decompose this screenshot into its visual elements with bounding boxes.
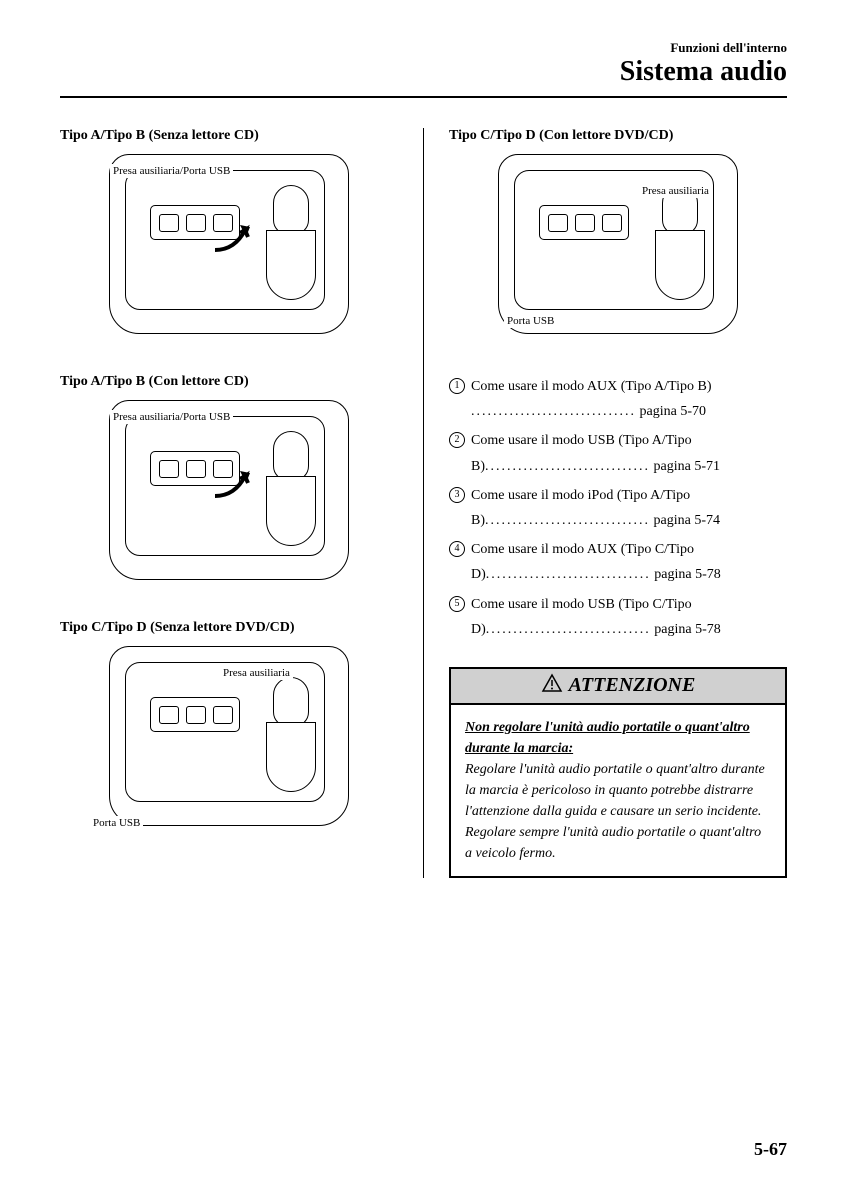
port-panel	[150, 697, 240, 732]
arrow-icon	[210, 215, 260, 255]
usb-port	[159, 706, 179, 724]
console-diagram	[109, 400, 349, 580]
warning-title: ATTENZIONE	[569, 674, 696, 697]
gear-shift	[662, 185, 702, 305]
content-columns: Tipo A/Tipo B (Senza lettore CD) Presa a…	[60, 128, 787, 878]
aux-port	[186, 214, 206, 232]
warning-lead: Non regolare l'unità audio portatile o q…	[465, 720, 750, 756]
reference-item: 4 Come usare il modo AUX (Tipo C/Tipo D)…	[449, 537, 787, 587]
reference-number: 1	[449, 378, 465, 394]
diagram-callout: Porta USB	[90, 816, 143, 830]
reference-list: 1 Come usare il modo AUX (Tipo A/Tipo B)…	[449, 374, 787, 642]
gear-knob	[273, 677, 309, 727]
right-column: Tipo C/Tipo D (Con lettore DVD/CD) Presa…	[449, 128, 787, 878]
diagram-callout: Presa ausiliaria/Porta USB	[110, 410, 233, 424]
aux-port	[575, 214, 595, 232]
usb-port	[159, 214, 179, 232]
reference-text: Come usare il modo USB (Tipo C/Tipo D)..…	[471, 592, 787, 642]
diagram: Presa ausiliaria/Porta USB	[60, 154, 398, 354]
usb-port	[548, 214, 568, 232]
warning-icon	[541, 673, 563, 699]
aux-port	[186, 706, 206, 724]
section-title: Tipo C/Tipo D (Con lettore DVD/CD)	[449, 128, 787, 144]
reference-number: 5	[449, 596, 465, 612]
reference-item: 5 Come usare il modo USB (Tipo C/Tipo D)…	[449, 592, 787, 642]
diagram-callout: Presa ausiliaria	[220, 666, 293, 680]
reference-item: 2 Come usare il modo USB (Tipo A/Tipo B)…	[449, 428, 787, 478]
reference-item: 3 Come usare il modo iPod (Tipo A/Tipo B…	[449, 483, 787, 533]
usb-port	[159, 460, 179, 478]
port-panel	[539, 205, 629, 240]
warning-header: ATTENZIONE	[451, 669, 785, 705]
extra-port	[213, 706, 233, 724]
reference-number: 4	[449, 541, 465, 557]
diagram: Presa ausiliaria Porta USB	[449, 154, 787, 354]
reference-item: 1 Come usare il modo AUX (Tipo A/Tipo B)…	[449, 374, 787, 424]
section-title: Tipo A/Tipo B (Senza lettore CD)	[60, 128, 398, 144]
aux-port	[186, 460, 206, 478]
reference-text: Come usare il modo USB (Tipo A/Tipo B)..…	[471, 428, 787, 478]
arrow-icon	[210, 461, 260, 501]
diagram-callout: Porta USB	[504, 314, 557, 328]
gear-boot	[266, 476, 316, 546]
section-title: Tipo C/Tipo D (Senza lettore DVD/CD)	[60, 620, 398, 636]
page-number: 5-67	[754, 1139, 787, 1160]
section-title: Tipo A/Tipo B (Con lettore CD)	[60, 374, 398, 390]
reference-number: 3	[449, 487, 465, 503]
console-diagram	[498, 154, 738, 334]
gear-shift	[273, 677, 313, 797]
column-divider	[423, 128, 424, 878]
reference-number: 2	[449, 432, 465, 448]
gear-boot	[266, 722, 316, 792]
warning-text: Regolare l'unità audio portatile o quant…	[465, 762, 765, 861]
diagram-callout: Presa ausiliaria/Porta USB	[110, 164, 233, 178]
extra-port	[602, 214, 622, 232]
diagram: Presa ausiliaria/Porta USB	[60, 400, 398, 600]
gear-shift	[273, 185, 313, 305]
page-header: Funzioni dell'interno Sistema audio	[60, 40, 787, 98]
gear-shift	[273, 431, 313, 551]
reference-text: Come usare il modo iPod (Tipo A/Tipo B).…	[471, 483, 787, 533]
diagram: Presa ausiliaria Porta USB	[60, 646, 398, 846]
header-category: Funzioni dell'interno	[60, 40, 787, 56]
reference-text: Come usare il modo AUX (Tipo C/Tipo D)..…	[471, 537, 787, 587]
warning-body: Non regolare l'unità audio portatile o q…	[451, 705, 785, 876]
reference-text: Come usare il modo AUX (Tipo A/Tipo B) .…	[471, 374, 787, 424]
warning-box: ATTENZIONE Non regolare l'unità audio po…	[449, 667, 787, 878]
header-title: Sistema audio	[60, 56, 787, 88]
gear-boot	[655, 230, 705, 300]
console-diagram	[109, 154, 349, 334]
left-column: Tipo A/Tipo B (Senza lettore CD) Presa a…	[60, 128, 398, 878]
gear-knob	[273, 431, 309, 481]
gear-knob	[273, 185, 309, 235]
diagram-callout: Presa ausiliaria	[639, 184, 712, 198]
gear-boot	[266, 230, 316, 300]
